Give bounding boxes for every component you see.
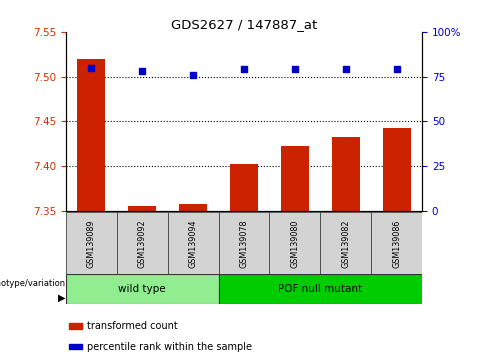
Point	[138, 68, 146, 74]
Text: POF null mutant: POF null mutant	[278, 284, 363, 295]
Text: transformed count: transformed count	[87, 321, 178, 331]
Text: GSM139089: GSM139089	[87, 219, 96, 268]
Point	[393, 67, 401, 72]
Text: genotype/variation: genotype/variation	[0, 279, 66, 288]
Bar	[168, 212, 219, 274]
Text: percentile rank within the sample: percentile rank within the sample	[87, 342, 252, 352]
Bar	[219, 274, 422, 304]
Text: GSM139082: GSM139082	[341, 219, 350, 268]
Bar	[69, 323, 82, 329]
Bar	[230, 164, 258, 211]
Bar	[117, 212, 168, 274]
Text: GSM139086: GSM139086	[392, 219, 401, 268]
Point	[342, 67, 350, 72]
Text: ▶: ▶	[59, 293, 66, 303]
Bar	[69, 344, 82, 349]
Bar	[320, 212, 371, 274]
Bar	[66, 212, 117, 274]
Bar	[77, 59, 105, 211]
Bar	[179, 204, 207, 211]
Point	[240, 67, 248, 72]
Bar	[269, 212, 320, 274]
Point	[87, 65, 95, 70]
Title: GDS2627 / 147887_at: GDS2627 / 147887_at	[171, 18, 317, 31]
Point	[189, 72, 197, 78]
Bar	[383, 129, 411, 211]
Text: GSM139078: GSM139078	[240, 219, 248, 268]
Text: GSM139094: GSM139094	[188, 219, 198, 268]
Text: GSM139080: GSM139080	[290, 219, 300, 268]
Bar	[332, 137, 360, 211]
Bar	[281, 146, 309, 211]
Point	[291, 67, 299, 72]
Bar	[371, 212, 422, 274]
Text: wild type: wild type	[119, 284, 166, 295]
Bar	[66, 274, 219, 304]
Text: GSM139092: GSM139092	[138, 219, 147, 268]
Bar	[128, 206, 156, 211]
Bar	[219, 212, 269, 274]
